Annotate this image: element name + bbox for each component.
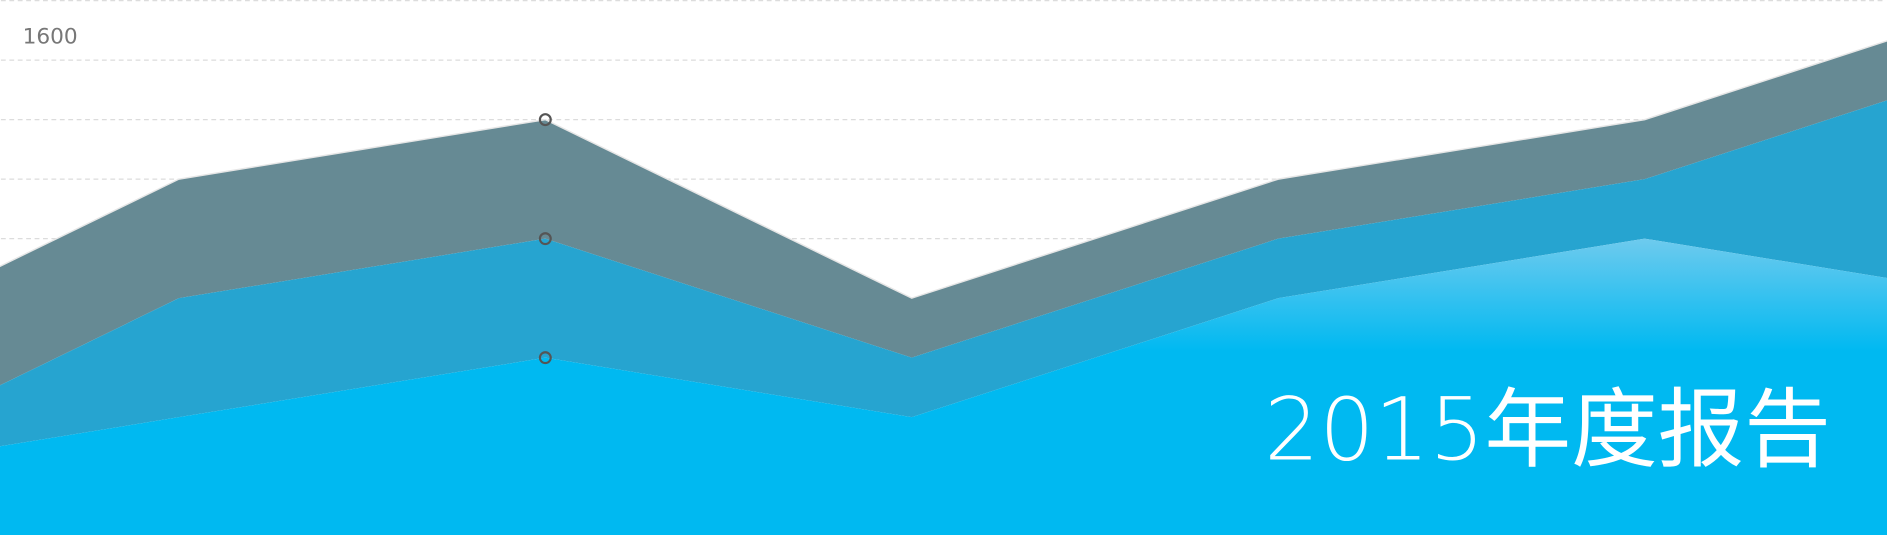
area [0, 238, 1887, 535]
point-marker [538, 232, 552, 246]
area [0, 40, 1887, 386]
point-marker [538, 113, 552, 127]
point-marker [538, 351, 552, 365]
top-edge [0, 40, 1887, 299]
chart-title: 2015年度报告 [1264, 380, 1830, 480]
area [0, 100, 1887, 447]
y-tick-label: 1600 [23, 24, 78, 49]
